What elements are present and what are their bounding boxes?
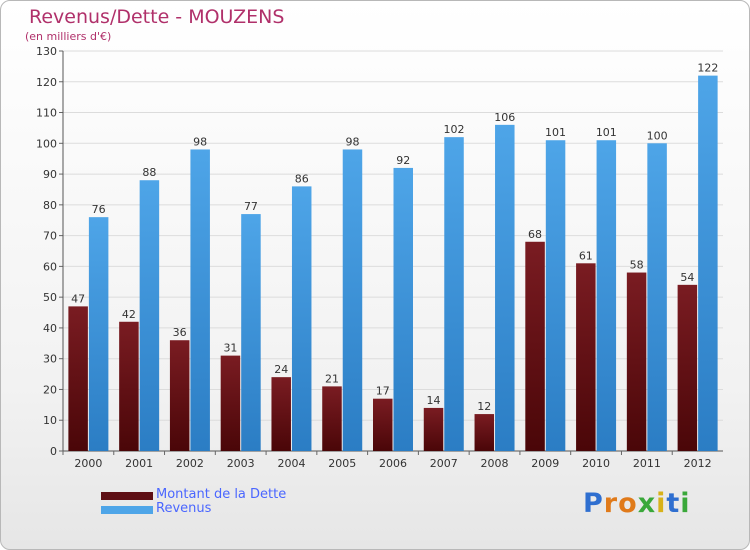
data-label-debt: 14	[427, 394, 441, 407]
proxiti-logo: Proxiti	[583, 488, 691, 519]
y-tick-label: 80	[43, 199, 57, 212]
bar-revenue	[698, 75, 718, 451]
bar-debt	[169, 340, 190, 451]
legend-swatch-revenue	[101, 506, 153, 514]
x-tick-label: 2008	[481, 457, 509, 470]
y-tick-label: 110	[36, 107, 57, 120]
data-label-debt: 61	[579, 249, 593, 262]
chart-subtitle: (en milliers d'€)	[25, 30, 112, 43]
data-label-revenue: 106	[494, 111, 515, 124]
data-label-revenue: 76	[92, 203, 106, 216]
x-tick-label: 2001	[125, 457, 153, 470]
x-tick-label: 2007	[430, 457, 458, 470]
bar-debt	[220, 355, 241, 451]
y-tick-label: 70	[43, 230, 57, 243]
x-tick-label: 2002	[176, 457, 204, 470]
data-label-revenue: 102	[444, 123, 465, 136]
y-tick-label: 90	[43, 168, 57, 181]
bar-revenue	[190, 149, 210, 451]
bar-revenue	[241, 214, 261, 451]
bar-revenue	[291, 186, 312, 451]
y-tick-label: 30	[43, 353, 57, 366]
logo-letter: t	[666, 488, 681, 519]
logo-letter: r	[603, 488, 619, 519]
bar-debt	[677, 284, 698, 451]
data-label-debt: 58	[630, 259, 644, 272]
data-label-revenue: 86	[295, 172, 309, 185]
data-label-debt: 21	[325, 372, 339, 385]
bar-revenue	[393, 167, 413, 451]
logo-letter: o	[618, 488, 638, 519]
data-label-debt: 68	[528, 228, 542, 241]
data-label-revenue: 101	[596, 126, 617, 139]
data-label-debt: 42	[122, 308, 136, 321]
y-tick-label: 100	[36, 137, 57, 150]
bar-debt	[373, 398, 393, 451]
data-label-revenue: 98	[193, 135, 207, 148]
x-tick-label: 2003	[227, 457, 255, 470]
bar-revenue	[647, 143, 667, 452]
data-label-revenue: 77	[244, 200, 258, 213]
data-label-revenue: 88	[142, 166, 156, 179]
x-tick-label: 2010	[582, 457, 610, 470]
bar-debt	[525, 241, 545, 451]
bar-debt	[119, 321, 139, 451]
data-label-revenue: 100	[647, 129, 668, 142]
x-tick-label: 2009	[531, 457, 559, 470]
logo-letter: x	[637, 488, 657, 519]
logo-letter: i	[680, 488, 691, 519]
bar-revenue	[495, 124, 515, 451]
data-label-debt: 24	[274, 363, 288, 376]
bar-debt	[423, 407, 444, 451]
y-tick-label: 60	[43, 260, 57, 273]
data-label-debt: 36	[173, 326, 187, 339]
bar-debt	[322, 386, 342, 451]
x-tick-label: 2000	[74, 457, 102, 470]
bar-revenue	[545, 140, 566, 451]
data-label-revenue: 98	[345, 135, 359, 148]
data-label-debt: 12	[477, 400, 491, 413]
bar-debt	[576, 263, 596, 451]
bar-revenue	[596, 140, 617, 451]
logo-letter: i	[656, 488, 667, 519]
legend-label-debt: Montant de la Dette	[156, 487, 287, 502]
x-tick-label: 2006	[379, 457, 407, 470]
data-label-revenue: 101	[545, 126, 566, 139]
x-tick-label: 2012	[684, 457, 712, 470]
data-label-debt: 17	[376, 385, 390, 398]
bar-debt	[271, 377, 291, 451]
data-label-debt: 54	[680, 271, 694, 284]
y-tick-label: 10	[43, 414, 57, 427]
x-tick-label: 2011	[633, 457, 661, 470]
y-tick-label: 50	[43, 291, 57, 304]
bar-revenue	[88, 217, 109, 451]
data-label-revenue: 122	[697, 62, 718, 75]
logo-letter: P	[583, 488, 604, 519]
data-label-debt: 47	[71, 292, 85, 305]
legend-swatch-debt	[101, 492, 153, 500]
y-tick-label: 0	[50, 445, 57, 458]
y-tick-label: 130	[36, 45, 57, 58]
data-label-revenue: 92	[396, 154, 410, 167]
y-tick-label: 20	[43, 383, 57, 396]
y-tick-label: 120	[36, 76, 57, 89]
chart-title: Revenus/Dette - MOUZENS	[29, 6, 285, 28]
data-label-debt: 31	[223, 342, 237, 355]
y-tick-label: 40	[43, 322, 57, 335]
bar-debt	[68, 306, 88, 451]
legend-label-revenue: Revenus	[156, 501, 212, 516]
bar-revenue	[342, 149, 363, 451]
x-tick-label: 2004	[277, 457, 305, 470]
bar-revenue	[139, 180, 160, 451]
x-tick-label: 2005	[328, 457, 356, 470]
bar-debt	[474, 414, 495, 451]
bar-revenue	[444, 137, 464, 451]
bar-debt	[626, 272, 647, 451]
